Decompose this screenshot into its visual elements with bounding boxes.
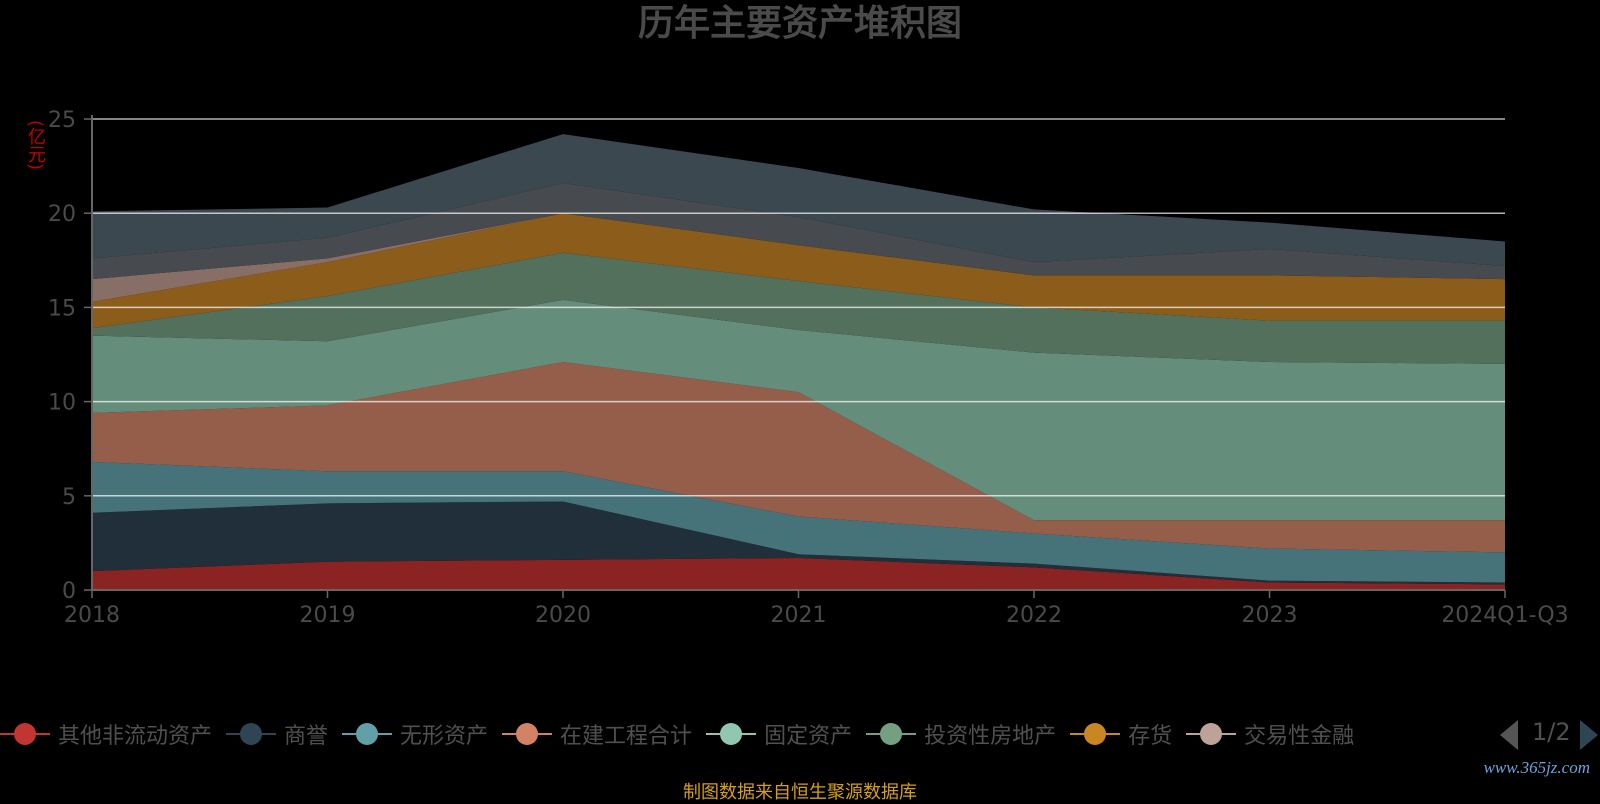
y-tick-label: 5 [62,485,76,510]
legend-label: 在建工程合计 [560,724,693,749]
area-series-3 [92,461,1505,583]
legend-marker-icon [502,719,553,749]
legend-item[interactable]: 无形资产 [342,716,488,752]
legend: 其他非流动资产 商誉 无形资产 在建工程合计 固定资产 投资性房地产 存货 交易性金融 [0,716,1490,752]
y-tick-label: 15 [48,296,76,321]
legend-item[interactable]: 其他非流动资产 [0,716,212,752]
area-series-7 [92,213,1505,329]
legend-label: 投资性房地产 [924,724,1057,749]
legend-page-indicator: 1/2 [1532,718,1571,746]
legend-marker-icon [226,719,277,749]
legend-pager: 1/2 [1500,718,1600,754]
area-series-group [92,134,1505,590]
legend-marker-icon [866,719,917,749]
legend-label: 交易性金融 [1244,724,1355,749]
legend-label: 其他非流动资产 [58,724,213,749]
x-tick-label: 2023 [1242,603,1298,628]
legend-marker-icon [342,719,393,749]
y-axis-unit: (亿元) [25,120,46,171]
legend-marker-icon [1186,719,1237,749]
legend-label: 商誉 [284,724,329,749]
stacked-area-chart: 0 5 10 15 20 25 2018 2019 2020 2021 2022 2023 2024Q1… [48,108,1569,628]
area-series-9 [92,183,1505,280]
legend-marker-icon [0,719,50,749]
chart-title: 历年主要资产堆积图 [637,3,962,44]
legend-item[interactable]: 商誉 [226,716,328,752]
area-series-10 [92,134,1505,266]
area-series-1 [92,557,1505,590]
legend-label: 无形资产 [400,724,489,749]
grid-lines [92,118,1505,497]
x-tick-label: 2019 [300,603,356,628]
watermark: www.365jz.com [1483,758,1590,777]
legend-item[interactable]: 交易性金融 [1186,716,1354,752]
y-tick-label: 10 [48,391,76,416]
y-tick-label: 25 [48,108,76,133]
axes: 0 5 10 15 20 25 2018 2019 2020 2021 2022 2023 2024Q1… [48,108,1569,628]
y-tick-label: 0 [62,579,76,604]
area-series-4 [92,362,1505,553]
data-source-note: 制图数据来自恒生聚源数据库 [683,782,917,803]
legend-marker-icon [706,719,757,749]
area-series-5 [92,299,1505,521]
legend-prev-page-icon[interactable] [1500,720,1518,750]
legend-next-page-icon[interactable] [1580,720,1598,750]
legend-label: 固定资产 [764,724,853,749]
legend-marker-icon [1070,719,1121,749]
x-tick-label: 2021 [771,603,827,628]
area-series-6 [92,252,1505,364]
x-tick-label: 2018 [64,603,120,628]
y-tick-label: 20 [48,202,76,227]
x-tick-label: 2022 [1006,603,1062,628]
x-tick-label: 2024Q1-Q3 [1441,603,1568,628]
legend-item[interactable]: 固定资产 [706,716,852,752]
legend-item[interactable]: 投资性房地产 [866,716,1056,752]
area-series-2 [92,501,1505,585]
legend-item[interactable]: 存货 [1070,716,1172,752]
legend-item[interactable]: 在建工程合计 [502,716,692,752]
x-tick-label: 2020 [535,603,591,628]
legend-label: 存货 [1128,724,1173,749]
